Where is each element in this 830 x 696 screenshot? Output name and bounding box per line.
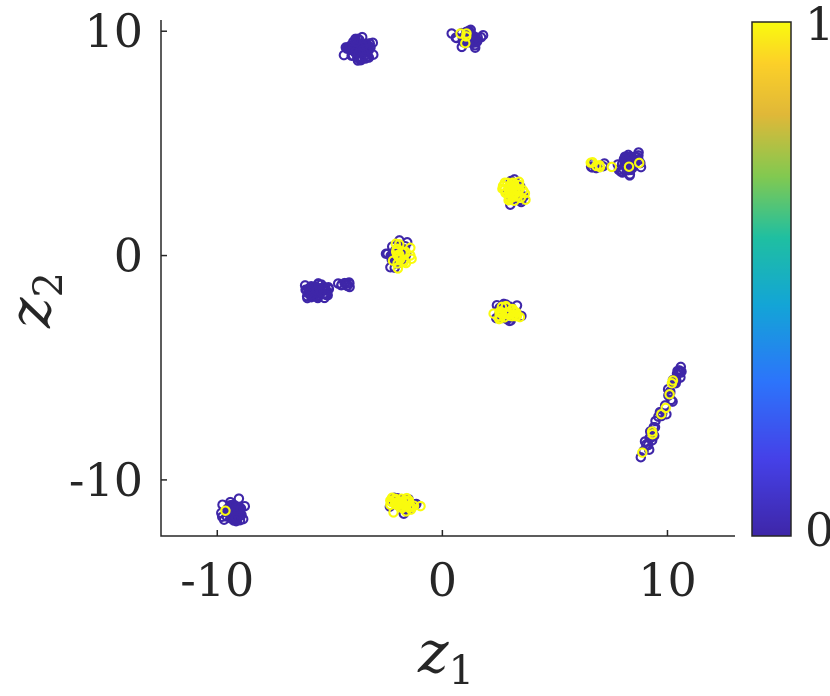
data-point [504,187,516,198]
data-point [391,244,402,255]
colorbar [751,21,792,537]
data-point [664,389,675,400]
data-point [676,366,687,377]
data-point [344,281,355,293]
data-point [500,300,512,312]
data-point [499,177,511,188]
x-tick-label: -10 [180,553,254,607]
data-point [594,161,606,173]
data-point [388,507,399,518]
data-point [455,28,466,39]
data-point [633,157,645,169]
data-point [667,375,679,386]
data-point [631,151,643,163]
x-tick-label: 10 [638,553,697,607]
data-point [513,179,525,191]
data-point [461,28,472,39]
data-point [656,408,667,420]
x-axis-label: z1 [417,618,474,694]
data-point [344,277,355,289]
x-tick-label: 0 [428,553,457,607]
data-point [675,361,687,373]
data-point [350,36,362,48]
data-point [220,505,231,516]
data-point [509,306,520,317]
data-point [392,263,404,274]
data-point [460,37,471,49]
data-point [606,161,618,173]
x-axis-ticks: -10 0 10 [180,530,697,607]
data-point [340,42,352,53]
data-point [396,501,408,512]
data-point [637,447,648,458]
data-point [387,255,399,266]
data-point [585,157,597,169]
data-point [661,409,672,420]
data-point [494,306,505,318]
data-point [509,195,520,207]
data-point [400,257,412,269]
y-tick-label: -10 [69,453,143,507]
y-tick-label: 0 [114,229,143,283]
data-point [615,166,627,177]
y-axis-ticks: -10 0 10 [69,4,167,507]
data-point [470,36,482,48]
data-point [519,188,531,199]
data-point [315,286,327,298]
y-tick-label: 10 [84,4,143,58]
data-point [640,439,652,450]
data-point [230,512,242,524]
y-axis-label: z2 [0,272,72,329]
data-point [506,184,518,196]
data-point [386,496,397,508]
data-point [623,161,635,172]
data-point [494,310,505,322]
data-point [647,428,658,440]
colorbar-max-label: 1 [805,0,830,51]
axis-box [160,20,735,537]
data-point [235,503,247,514]
data-point [520,194,531,205]
colorbar-min-label: 0 [805,503,830,557]
data-point [353,48,364,59]
data-point [621,152,633,163]
data-point [650,415,661,427]
data-points [216,24,687,527]
data-point [323,282,334,293]
data-point [406,501,417,513]
